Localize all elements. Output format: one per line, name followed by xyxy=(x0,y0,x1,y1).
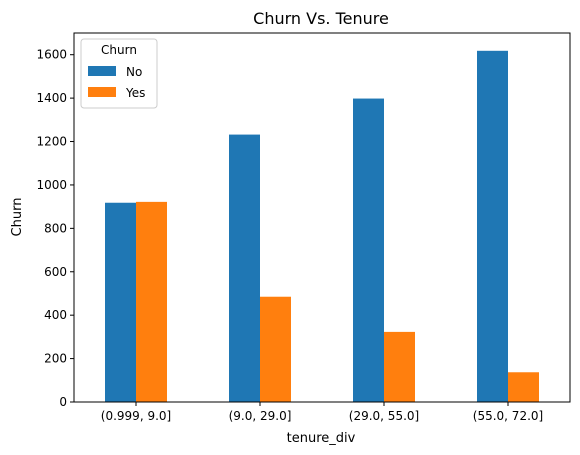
y-axis: 0 200 400 600 800 1000 1200 1400 1600 xyxy=(36,48,74,409)
x-tick-label: (0.999, 9.0] xyxy=(101,409,171,423)
x-tick-label: (55.0, 72.0] xyxy=(473,409,543,423)
y-axis-label: Churn xyxy=(10,198,25,237)
y-tick-label: 400 xyxy=(44,308,67,322)
legend-title: Churn xyxy=(101,43,137,57)
bar-yes-3 xyxy=(508,372,539,402)
x-tick-label: (9.0, 29.0] xyxy=(229,409,292,423)
y-tick-label: 600 xyxy=(44,265,67,279)
bar-no-2 xyxy=(353,98,384,403)
legend-swatch-no xyxy=(88,66,116,76)
bar-yes-2 xyxy=(384,331,415,402)
legend-label-no: No xyxy=(126,65,142,79)
plot-frame xyxy=(73,32,571,403)
bar-no-1 xyxy=(229,134,260,402)
y-tick-label: 200 xyxy=(44,352,67,366)
chart-title: Churn Vs. Tenure xyxy=(253,9,389,28)
bars-group xyxy=(105,50,539,403)
bar-yes-0 xyxy=(136,201,167,402)
x-tick-label: (29.0, 55.0] xyxy=(349,409,419,423)
bar-yes-1 xyxy=(260,296,291,402)
x-axis: (0.999, 9.0] (9.0, 29.0] (29.0, 55.0] (55.0… xyxy=(101,402,543,423)
legend: Churn No Yes xyxy=(80,38,158,109)
x-axis-label: tenure_div xyxy=(287,431,356,446)
legend-label-yes: Yes xyxy=(125,86,145,100)
y-tick-label: 800 xyxy=(44,221,67,235)
bar-no-0 xyxy=(105,202,136,402)
bar-no-3 xyxy=(477,50,508,402)
y-tick-label: 1000 xyxy=(36,178,67,192)
y-tick-label: 1200 xyxy=(36,135,67,149)
legend-swatch-yes xyxy=(88,87,116,97)
y-tick-label: 0 xyxy=(59,395,67,409)
y-tick-label: 1600 xyxy=(36,48,67,62)
y-tick-label: 1400 xyxy=(36,91,67,105)
